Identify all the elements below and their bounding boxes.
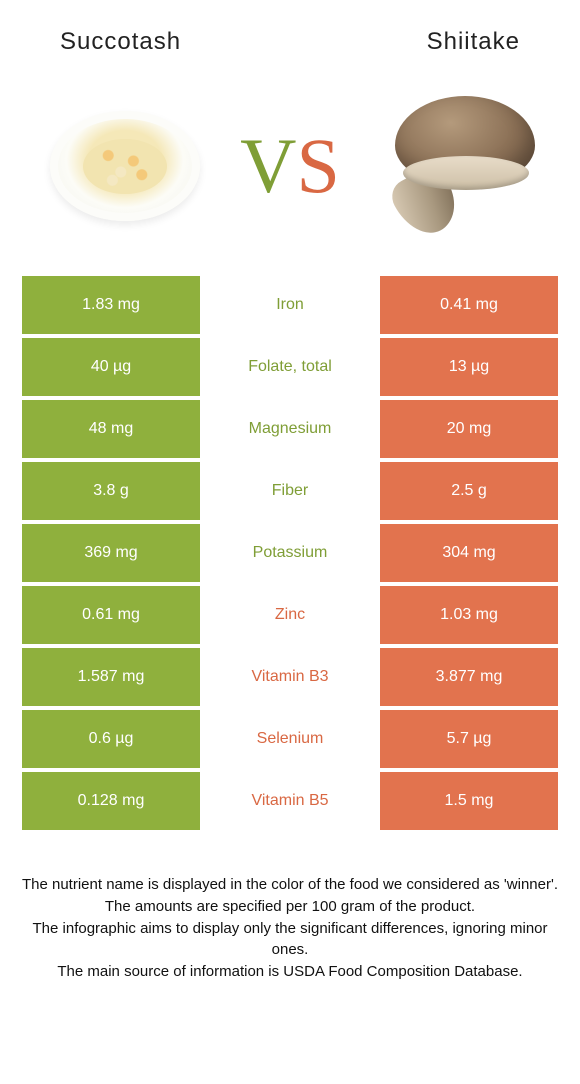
cell-left-value: 0.6 µg bbox=[22, 710, 200, 768]
title-right: Shiitake bbox=[427, 28, 520, 56]
cell-right-value: 5.7 µg bbox=[380, 710, 558, 768]
cell-right-value: 2.5 g bbox=[380, 462, 558, 520]
cell-left-value: 369 mg bbox=[22, 524, 200, 582]
cell-nutrient-label: Vitamin B3 bbox=[200, 648, 380, 706]
footer-line: The nutrient name is displayed in the co… bbox=[18, 874, 562, 896]
cell-left-value: 1.587 mg bbox=[22, 648, 200, 706]
cell-nutrient-label: Folate, total bbox=[200, 338, 380, 396]
table-row: 3.8 gFiber2.5 g bbox=[22, 462, 558, 520]
table-row: 1.83 mgIron0.41 mg bbox=[22, 276, 558, 334]
cell-right-value: 13 µg bbox=[380, 338, 558, 396]
table-row: 369 mgPotassium304 mg bbox=[22, 524, 558, 582]
nutrient-table: 1.83 mgIron0.41 mg40 µgFolate, total13 µ… bbox=[22, 276, 558, 830]
table-row: 1.587 mgVitamin B33.877 mg bbox=[22, 648, 558, 706]
cell-nutrient-label: Fiber bbox=[200, 462, 380, 520]
cell-nutrient-label: Selenium bbox=[200, 710, 380, 768]
succotash-image bbox=[40, 81, 210, 251]
cell-nutrient-label: Potassium bbox=[200, 524, 380, 582]
cell-nutrient-label: Iron bbox=[200, 276, 380, 334]
footer-line: The infographic aims to display only the… bbox=[18, 918, 562, 962]
cell-right-value: 20 mg bbox=[380, 400, 558, 458]
vs-label: V S bbox=[240, 121, 340, 211]
footer-line: The amounts are specified per 100 gram o… bbox=[18, 896, 562, 918]
title-left: Succotash bbox=[60, 28, 181, 56]
table-row: 0.6 µgSelenium5.7 µg bbox=[22, 710, 558, 768]
cell-left-value: 0.128 mg bbox=[22, 772, 200, 830]
cell-right-value: 1.5 mg bbox=[380, 772, 558, 830]
cell-nutrient-label: Zinc bbox=[200, 586, 380, 644]
cell-right-value: 3.877 mg bbox=[380, 648, 558, 706]
cell-left-value: 1.83 mg bbox=[22, 276, 200, 334]
shiitake-image bbox=[370, 81, 540, 251]
cell-left-value: 40 µg bbox=[22, 338, 200, 396]
cell-nutrient-label: Vitamin B5 bbox=[200, 772, 380, 830]
footer-line: The main source of information is USDA F… bbox=[18, 961, 562, 983]
cell-right-value: 1.03 mg bbox=[380, 586, 558, 644]
vs-letter-s: S bbox=[296, 121, 339, 211]
cell-left-value: 48 mg bbox=[22, 400, 200, 458]
cell-right-value: 304 mg bbox=[380, 524, 558, 582]
hero-images: V S bbox=[0, 66, 580, 266]
table-row: 0.128 mgVitamin B51.5 mg bbox=[22, 772, 558, 830]
vs-letter-v: V bbox=[240, 121, 296, 211]
table-row: 0.61 mgZinc1.03 mg bbox=[22, 586, 558, 644]
cell-nutrient-label: Magnesium bbox=[200, 400, 380, 458]
cell-left-value: 3.8 g bbox=[22, 462, 200, 520]
footer-notes: The nutrient name is displayed in the co… bbox=[0, 834, 580, 983]
cell-left-value: 0.61 mg bbox=[22, 586, 200, 644]
header: Succotash Shiitake bbox=[0, 0, 580, 66]
table-row: 40 µgFolate, total13 µg bbox=[22, 338, 558, 396]
table-row: 48 mgMagnesium20 mg bbox=[22, 400, 558, 458]
cell-right-value: 0.41 mg bbox=[380, 276, 558, 334]
